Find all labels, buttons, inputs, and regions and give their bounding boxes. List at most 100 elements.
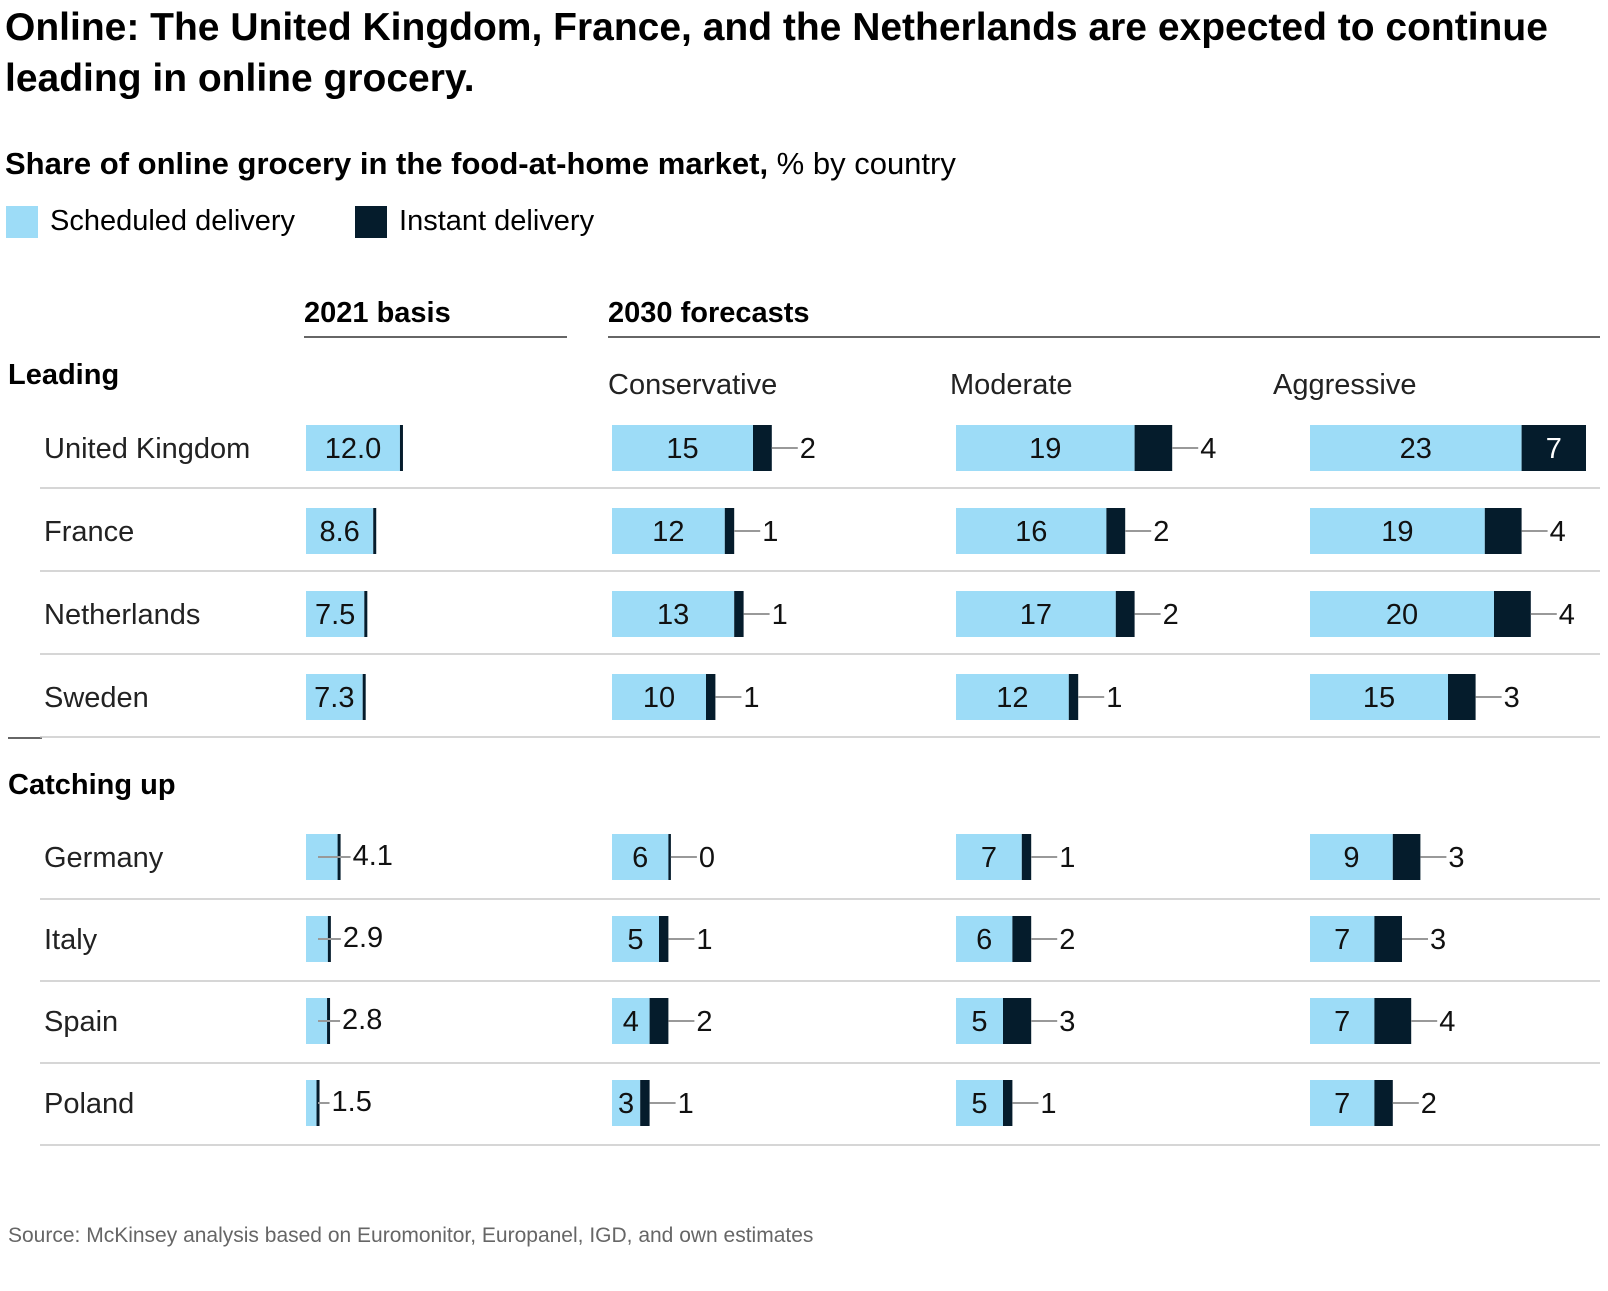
data-label-scheduled: 4 — [623, 1006, 639, 1038]
legend-swatch-scheduled — [6, 205, 38, 238]
column-group-header: 2021 basis — [304, 297, 451, 329]
bar-scheduled — [612, 674, 706, 720]
bar-scheduled — [1310, 916, 1375, 962]
data-label-scheduled: 7 — [1334, 924, 1350, 956]
data-label-scheduled: 5 — [971, 1006, 987, 1038]
data-label-scheduled: 16 — [1015, 516, 1047, 548]
data-label-scheduled: 12 — [652, 516, 684, 548]
country-label: France — [44, 516, 134, 548]
data-label-instant: 1 — [678, 1088, 694, 1120]
data-label-scheduled: 5 — [971, 1088, 987, 1120]
bar-scheduled — [956, 674, 1069, 720]
legend-label-scheduled: Scheduled delivery — [50, 205, 296, 237]
data-label-total: 2.9 — [343, 922, 383, 954]
country-label: Sweden — [44, 682, 149, 714]
data-label-scheduled: 10 — [643, 682, 675, 714]
country-label: Spain — [44, 1006, 118, 1038]
bar-scheduled — [612, 834, 669, 880]
country-label: Poland — [44, 1088, 134, 1120]
bar-instant — [1068, 674, 1079, 720]
bar-instant — [668, 834, 671, 880]
data-label-instant: 4 — [1439, 1006, 1455, 1038]
bar-instant — [1115, 591, 1135, 637]
bar-instant — [362, 674, 366, 720]
data-label-scheduled: 7 — [981, 842, 997, 874]
data-label-scheduled: 7 — [1334, 1088, 1350, 1120]
bar-scheduled — [1310, 425, 1522, 471]
bar-scheduled — [612, 916, 659, 962]
country-label: United Kingdom — [44, 433, 250, 465]
bar-instant — [373, 508, 377, 554]
data-label-scheduled: 3 — [618, 1088, 634, 1120]
bar-instant — [753, 425, 772, 471]
bar-scheduled — [612, 591, 735, 637]
data-label-scheduled: 5 — [627, 924, 643, 956]
data-label-instant: 1 — [1040, 1088, 1056, 1120]
bar-scheduled — [1310, 998, 1375, 1044]
bar-scheduled — [306, 998, 328, 1044]
bar-instant — [724, 508, 735, 554]
data-label-instant: 2 — [1421, 1088, 1437, 1120]
data-label-scheduled: 17 — [1020, 599, 1052, 631]
data-label-scheduled: 23 — [1400, 433, 1432, 465]
data-label-instant: 0 — [699, 842, 715, 874]
bar-instant — [364, 591, 368, 637]
data-label-instant: 1 — [1106, 682, 1122, 714]
bar-instant — [1521, 425, 1586, 471]
bar-scheduled — [1310, 591, 1494, 637]
bar-scheduled — [956, 591, 1116, 637]
scenario-label: Moderate — [950, 369, 1073, 401]
data-label-instant: 2 — [1163, 599, 1179, 631]
data-label-total: 8.6 — [319, 516, 359, 548]
bar-scheduled — [956, 916, 1013, 962]
country-label: Germany — [44, 842, 164, 874]
data-label-total: 12.0 — [325, 433, 381, 465]
chart-title: Online: The United Kingdom, France, and … — [5, 6, 1548, 100]
subtitle-unit: % by country — [768, 146, 956, 181]
bar-scheduled — [306, 591, 365, 637]
bar-instant — [640, 1080, 650, 1126]
bar-instant — [1374, 1080, 1393, 1126]
source-note: Source: McKinsey analysis based on Eurom… — [8, 1224, 814, 1247]
bar-instant — [399, 425, 403, 471]
bar-instant — [649, 998, 669, 1044]
data-label-instant: 1 — [762, 516, 778, 548]
country-label: Netherlands — [44, 599, 200, 631]
data-label-scheduled: 19 — [1029, 433, 1061, 465]
bar-instant — [1106, 508, 1126, 554]
bar-scheduled — [956, 425, 1135, 471]
bar-scheduled — [306, 674, 363, 720]
bar-instant — [1448, 674, 1476, 720]
data-label-scheduled: 19 — [1381, 516, 1413, 548]
data-label-total: 4.1 — [353, 840, 393, 872]
data-label-instant: 7 — [1546, 433, 1562, 465]
data-label-total: 1.5 — [332, 1086, 372, 1118]
bar-instant — [1134, 425, 1173, 471]
bar-scheduled — [1310, 834, 1393, 880]
bar-instant — [659, 916, 669, 962]
subtitle-bold: Share of online grocery in the food-at-h… — [5, 146, 769, 181]
data-label-instant: 1 — [1059, 842, 1075, 874]
data-label-instant: 2 — [1153, 516, 1169, 548]
bar-scheduled — [306, 425, 400, 471]
data-label-instant: 3 — [1504, 682, 1520, 714]
bar-scheduled — [612, 425, 753, 471]
bar-scheduled — [612, 998, 650, 1044]
data-label-instant: 4 — [1559, 599, 1575, 631]
bar-scheduled — [1310, 1080, 1375, 1126]
bar-instant — [1003, 998, 1032, 1044]
data-label-total: 7.5 — [315, 599, 355, 631]
country-label: Italy — [44, 924, 98, 956]
legend-item-scheduled: Scheduled delivery — [6, 205, 295, 238]
bar-instant — [1003, 1080, 1013, 1126]
data-label-instant: 1 — [743, 682, 759, 714]
bar-scheduled — [1310, 674, 1448, 720]
scenario-label: Aggressive — [1273, 369, 1416, 401]
bar-scheduled — [956, 998, 1003, 1044]
column-group-header: 2030 forecasts — [608, 297, 810, 329]
data-label-scheduled: 15 — [1363, 682, 1395, 714]
bar-instant — [1392, 834, 1421, 880]
group-label: Leading — [8, 359, 119, 391]
data-label-instant: 2 — [800, 433, 816, 465]
